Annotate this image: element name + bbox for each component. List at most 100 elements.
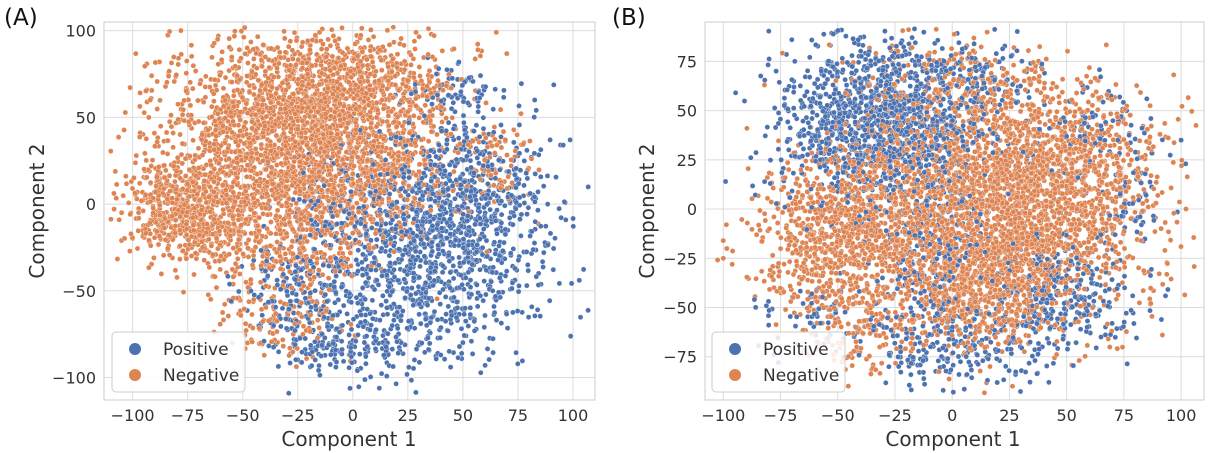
scatter-point-negative-a <box>411 38 418 44</box>
scatter-point-negative-a <box>244 162 251 168</box>
scatter-point-negative-a <box>125 200 132 206</box>
scatter-point-positive-a <box>527 233 533 239</box>
scatter-point-negative-a <box>264 251 271 257</box>
scatter-point-positive-a <box>383 344 389 350</box>
scatter-point-negative-a <box>359 25 365 32</box>
scatter-point-positive-a <box>297 335 303 342</box>
scatter-point-negative-a <box>492 150 498 156</box>
scatter-point-negative-a <box>232 260 239 267</box>
scatter-point-positive-a <box>401 268 408 274</box>
scatter-point-negative-a <box>416 161 423 167</box>
scatter-point-positive-a <box>551 82 557 88</box>
scatter-point-positive-a <box>283 325 290 332</box>
scatter-point-negative-a <box>367 114 374 120</box>
scatter-point-positive-a <box>393 381 399 387</box>
scatter-point-positive-a <box>480 125 487 132</box>
scatter-point-negative-a <box>282 49 289 55</box>
scatter-point-positive-a <box>515 180 522 187</box>
scatter-point-negative-a <box>258 262 264 269</box>
scatter-point-positive-a <box>524 282 530 289</box>
scatter-point-positive-a <box>258 247 264 254</box>
scatter-point-positive-a <box>225 273 231 280</box>
scatter-point-negative-a <box>229 266 236 273</box>
scatter-point-negative-a <box>267 142 274 149</box>
scatter-point-positive-a <box>460 112 467 119</box>
scatter-point-negative-a <box>208 296 214 303</box>
scatter-point-positive-a <box>509 285 515 292</box>
scatter-point-positive-a <box>497 275 503 281</box>
scatter-point-negative-a <box>211 98 217 104</box>
scatter-point-negative-a <box>483 135 489 141</box>
scatter-point-negative-a <box>293 62 299 68</box>
scatter-point-negative-a <box>202 171 208 178</box>
scatter-point-positive-a <box>517 216 523 222</box>
scatter-point-negative-a <box>132 160 139 166</box>
scatter-point-negative-a <box>232 63 238 70</box>
scatter-point-positive-a <box>402 247 408 253</box>
scatter-point-negative-a <box>220 85 227 92</box>
scatter-point-negative-a <box>152 59 159 66</box>
scatter-point-negative-a <box>118 209 125 216</box>
scatter-point-positive-a <box>424 302 431 308</box>
scatter-point-positive-a <box>479 244 486 251</box>
scatter-point-positive-a <box>413 389 419 396</box>
scatter-point-negative-a <box>182 173 189 179</box>
scatter-point-negative-a <box>273 310 279 317</box>
scatter-point-negative-a <box>491 182 497 188</box>
scatter-point-negative-a <box>163 129 170 136</box>
scatter-point-positive-a <box>410 230 416 236</box>
scatter-point-positive-a <box>292 327 298 334</box>
scatter-point-positive-a <box>332 255 339 262</box>
scatter-point-positive-a <box>327 361 334 368</box>
scatter-point-positive-a <box>350 316 357 322</box>
scatter-point-positive-a <box>498 122 504 128</box>
scatter-point-negative-a <box>137 103 143 110</box>
scatter-point-positive-a <box>437 335 443 341</box>
scatter-point-negative-a <box>300 245 306 251</box>
scatter-point-positive-a <box>531 194 538 200</box>
scatter-point-positive-a <box>292 341 298 348</box>
scatter-point-negative-a <box>528 156 535 162</box>
scatter-point-positive-a <box>489 269 496 276</box>
scatter-point-negative-a <box>175 55 182 61</box>
scatter-point-negative-a <box>179 160 186 167</box>
scatter-point-negative-a <box>183 232 190 238</box>
scatter-point-positive-a <box>406 174 412 181</box>
scatter-point-positive-a <box>515 361 521 367</box>
scatter-point-positive-a <box>440 262 446 269</box>
scatter-point-negative-a <box>141 109 147 116</box>
scatter-point-negative-a <box>318 214 325 220</box>
scatter-point-positive-a <box>321 282 328 288</box>
scatter-point-negative-a <box>254 65 260 71</box>
scatter-point-negative-a <box>225 220 231 226</box>
scatter-point-negative-a <box>475 47 481 53</box>
scatter-point-negative-a <box>175 61 181 68</box>
scatter-point-positive-a <box>431 268 438 274</box>
scatter-point-negative-a <box>372 168 378 174</box>
scatter-point-negative-a <box>262 205 269 211</box>
scatter-point-positive-a <box>445 192 452 199</box>
scatter-point-positive-a <box>540 183 547 189</box>
scatter-point-positive-a <box>437 212 443 218</box>
scatter-point-negative-a <box>243 100 250 107</box>
scatter-point-negative-a <box>352 41 358 47</box>
scatter-point-negative-a <box>212 82 219 89</box>
scatter-point-positive-a <box>400 308 406 314</box>
scatter-point-positive-a <box>531 114 537 120</box>
scatter-point-positive-a <box>539 258 546 265</box>
scatter-point-negative-a <box>357 68 363 75</box>
scatter-point-positive-a <box>412 81 419 88</box>
scatter-point-negative-a <box>237 271 243 277</box>
scatter-point-negative-a <box>147 179 154 186</box>
scatter-point-negative-a <box>157 123 164 129</box>
scatter-point-positive-a <box>450 126 457 132</box>
scatter-point-negative-a <box>226 251 232 257</box>
scatter-point-negative-a <box>190 85 196 92</box>
scatter-point-positive-a <box>468 291 475 298</box>
scatter-point-positive-a <box>418 236 424 243</box>
scatter-point-positive-a <box>485 181 491 187</box>
scatter-point-negative-a <box>319 271 326 278</box>
scatter-point-negative-a <box>255 77 262 84</box>
scatter-point-positive-a <box>445 328 451 334</box>
scatter-point-positive-a <box>369 225 375 231</box>
